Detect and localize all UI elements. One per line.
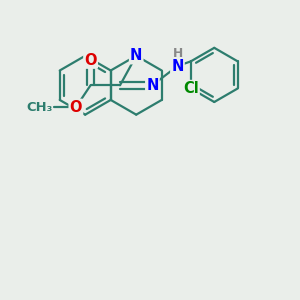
- Text: N: N: [171, 58, 184, 74]
- Text: H: H: [173, 47, 183, 60]
- Text: CH₃: CH₃: [26, 101, 52, 114]
- Text: Cl: Cl: [183, 81, 199, 96]
- Text: O: O: [70, 100, 82, 115]
- Text: N: N: [146, 78, 159, 93]
- Text: O: O: [84, 53, 97, 68]
- Text: N: N: [130, 48, 142, 63]
